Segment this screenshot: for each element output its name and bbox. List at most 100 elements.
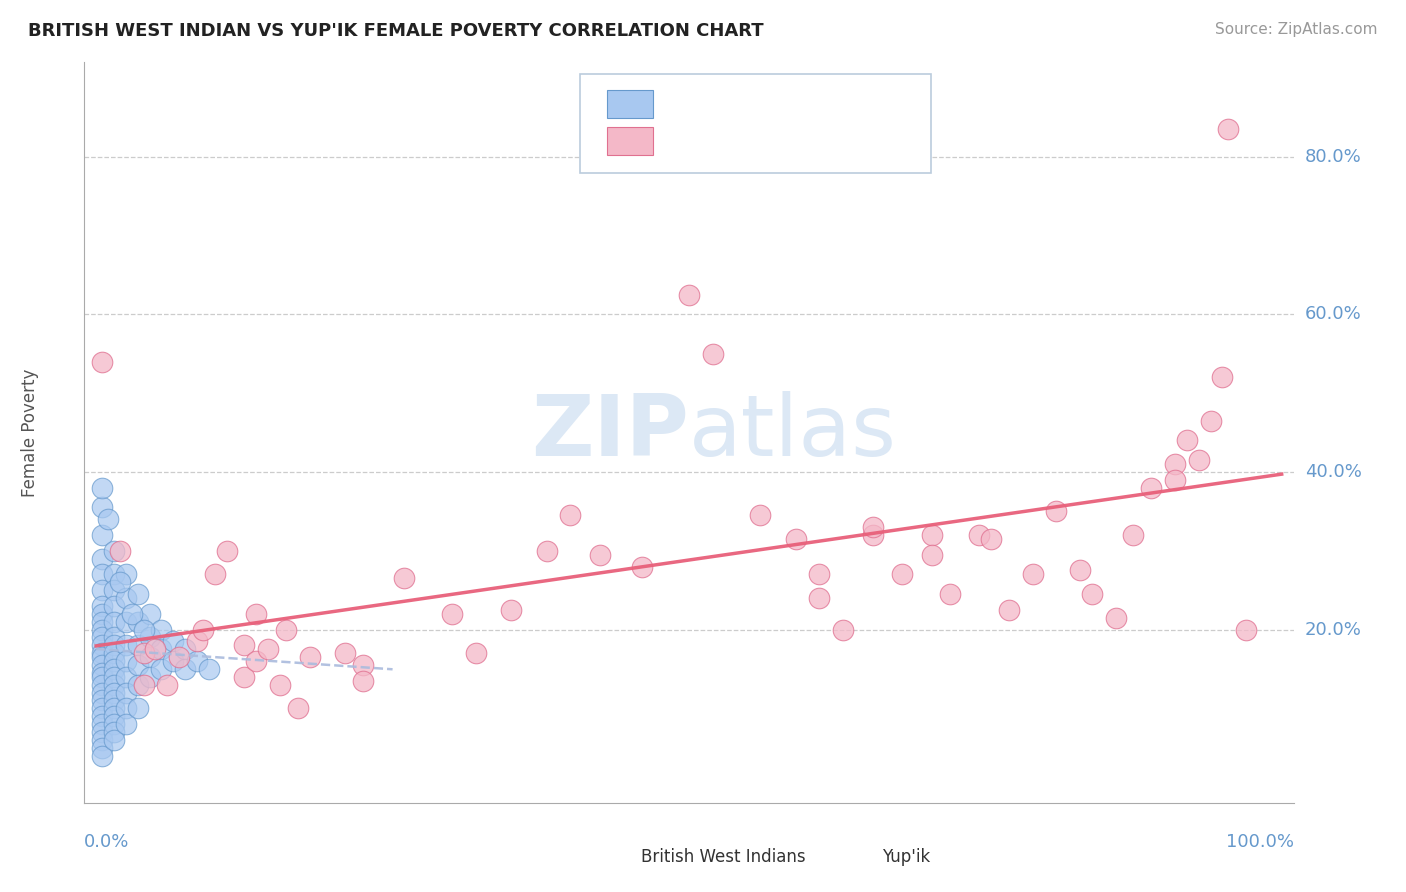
Point — [501, 603, 523, 617]
Point — [464, 646, 486, 660]
Point — [862, 528, 884, 542]
Point — [560, 508, 582, 523]
Point — [91, 631, 114, 645]
Text: 0.0%: 0.0% — [84, 833, 129, 851]
Point — [287, 701, 309, 715]
Point — [132, 646, 155, 660]
Point — [91, 748, 114, 763]
Point — [1122, 528, 1144, 542]
Point — [91, 638, 114, 652]
Point — [233, 670, 256, 684]
Point — [121, 607, 143, 621]
Point — [269, 678, 291, 692]
Point — [127, 587, 149, 601]
Point — [1188, 453, 1211, 467]
Point — [127, 615, 149, 629]
Point — [440, 607, 463, 621]
Point — [91, 355, 114, 369]
Point — [103, 631, 125, 645]
Point — [138, 631, 160, 645]
Point — [91, 717, 114, 731]
Point — [1140, 481, 1163, 495]
Text: 64: 64 — [831, 132, 856, 150]
Point — [257, 642, 280, 657]
Point — [115, 654, 138, 668]
Point — [91, 678, 114, 692]
Point — [91, 725, 114, 739]
Point — [891, 567, 914, 582]
Point — [298, 650, 321, 665]
Point — [204, 567, 226, 582]
Point — [167, 650, 190, 665]
Point — [145, 642, 167, 657]
Text: Source: ZipAtlas.com: Source: ZipAtlas.com — [1215, 22, 1378, 37]
Text: 0.535: 0.535 — [707, 132, 770, 150]
Point — [536, 543, 558, 558]
Point — [115, 670, 138, 684]
Point — [969, 528, 991, 542]
Point — [103, 583, 125, 598]
Point — [91, 607, 114, 621]
Point — [678, 287, 700, 301]
Point — [150, 662, 173, 676]
Text: R =: R = — [665, 95, 704, 113]
Point — [103, 725, 125, 739]
Point — [103, 717, 125, 731]
Point — [191, 623, 214, 637]
Point — [115, 591, 138, 605]
Point — [91, 657, 114, 672]
Text: British West Indians: British West Indians — [641, 848, 806, 866]
Text: R =: R = — [665, 132, 704, 150]
Point — [103, 638, 125, 652]
Point — [91, 650, 114, 665]
Point — [862, 520, 884, 534]
Point — [103, 567, 125, 582]
Point — [198, 662, 221, 676]
Point — [91, 701, 114, 715]
Point — [103, 646, 125, 660]
Point — [91, 599, 114, 613]
Text: ZIP: ZIP — [531, 391, 689, 475]
Point — [1069, 564, 1091, 578]
Point — [1218, 122, 1240, 136]
Point — [91, 665, 114, 680]
FancyBboxPatch shape — [607, 90, 652, 118]
Point — [352, 657, 374, 672]
Point — [215, 543, 238, 558]
Point — [998, 603, 1021, 617]
Point — [1199, 414, 1222, 428]
Text: N =: N = — [792, 132, 825, 150]
Point — [103, 678, 125, 692]
Point — [108, 575, 131, 590]
Text: 89: 89 — [831, 95, 856, 113]
Point — [91, 693, 114, 707]
FancyBboxPatch shape — [592, 847, 631, 867]
Point — [127, 638, 149, 652]
Point — [127, 701, 149, 715]
Point — [749, 508, 772, 523]
Point — [589, 548, 612, 562]
Text: 20.0%: 20.0% — [1305, 621, 1361, 639]
Text: N =: N = — [792, 95, 825, 113]
FancyBboxPatch shape — [834, 847, 873, 867]
Text: -0.142: -0.142 — [707, 95, 772, 113]
Point — [174, 662, 197, 676]
Point — [115, 701, 138, 715]
Point — [103, 615, 125, 629]
Point — [921, 528, 943, 542]
Point — [394, 571, 416, 585]
Point — [150, 642, 173, 657]
Point — [980, 532, 1002, 546]
Point — [1105, 610, 1128, 624]
Point — [115, 685, 138, 699]
Point — [127, 678, 149, 692]
Point — [174, 642, 197, 657]
Point — [162, 654, 184, 668]
Point — [91, 740, 114, 755]
Point — [127, 657, 149, 672]
Point — [103, 670, 125, 684]
Point — [274, 623, 297, 637]
Point — [233, 638, 256, 652]
Point — [785, 532, 807, 546]
Point — [103, 685, 125, 699]
